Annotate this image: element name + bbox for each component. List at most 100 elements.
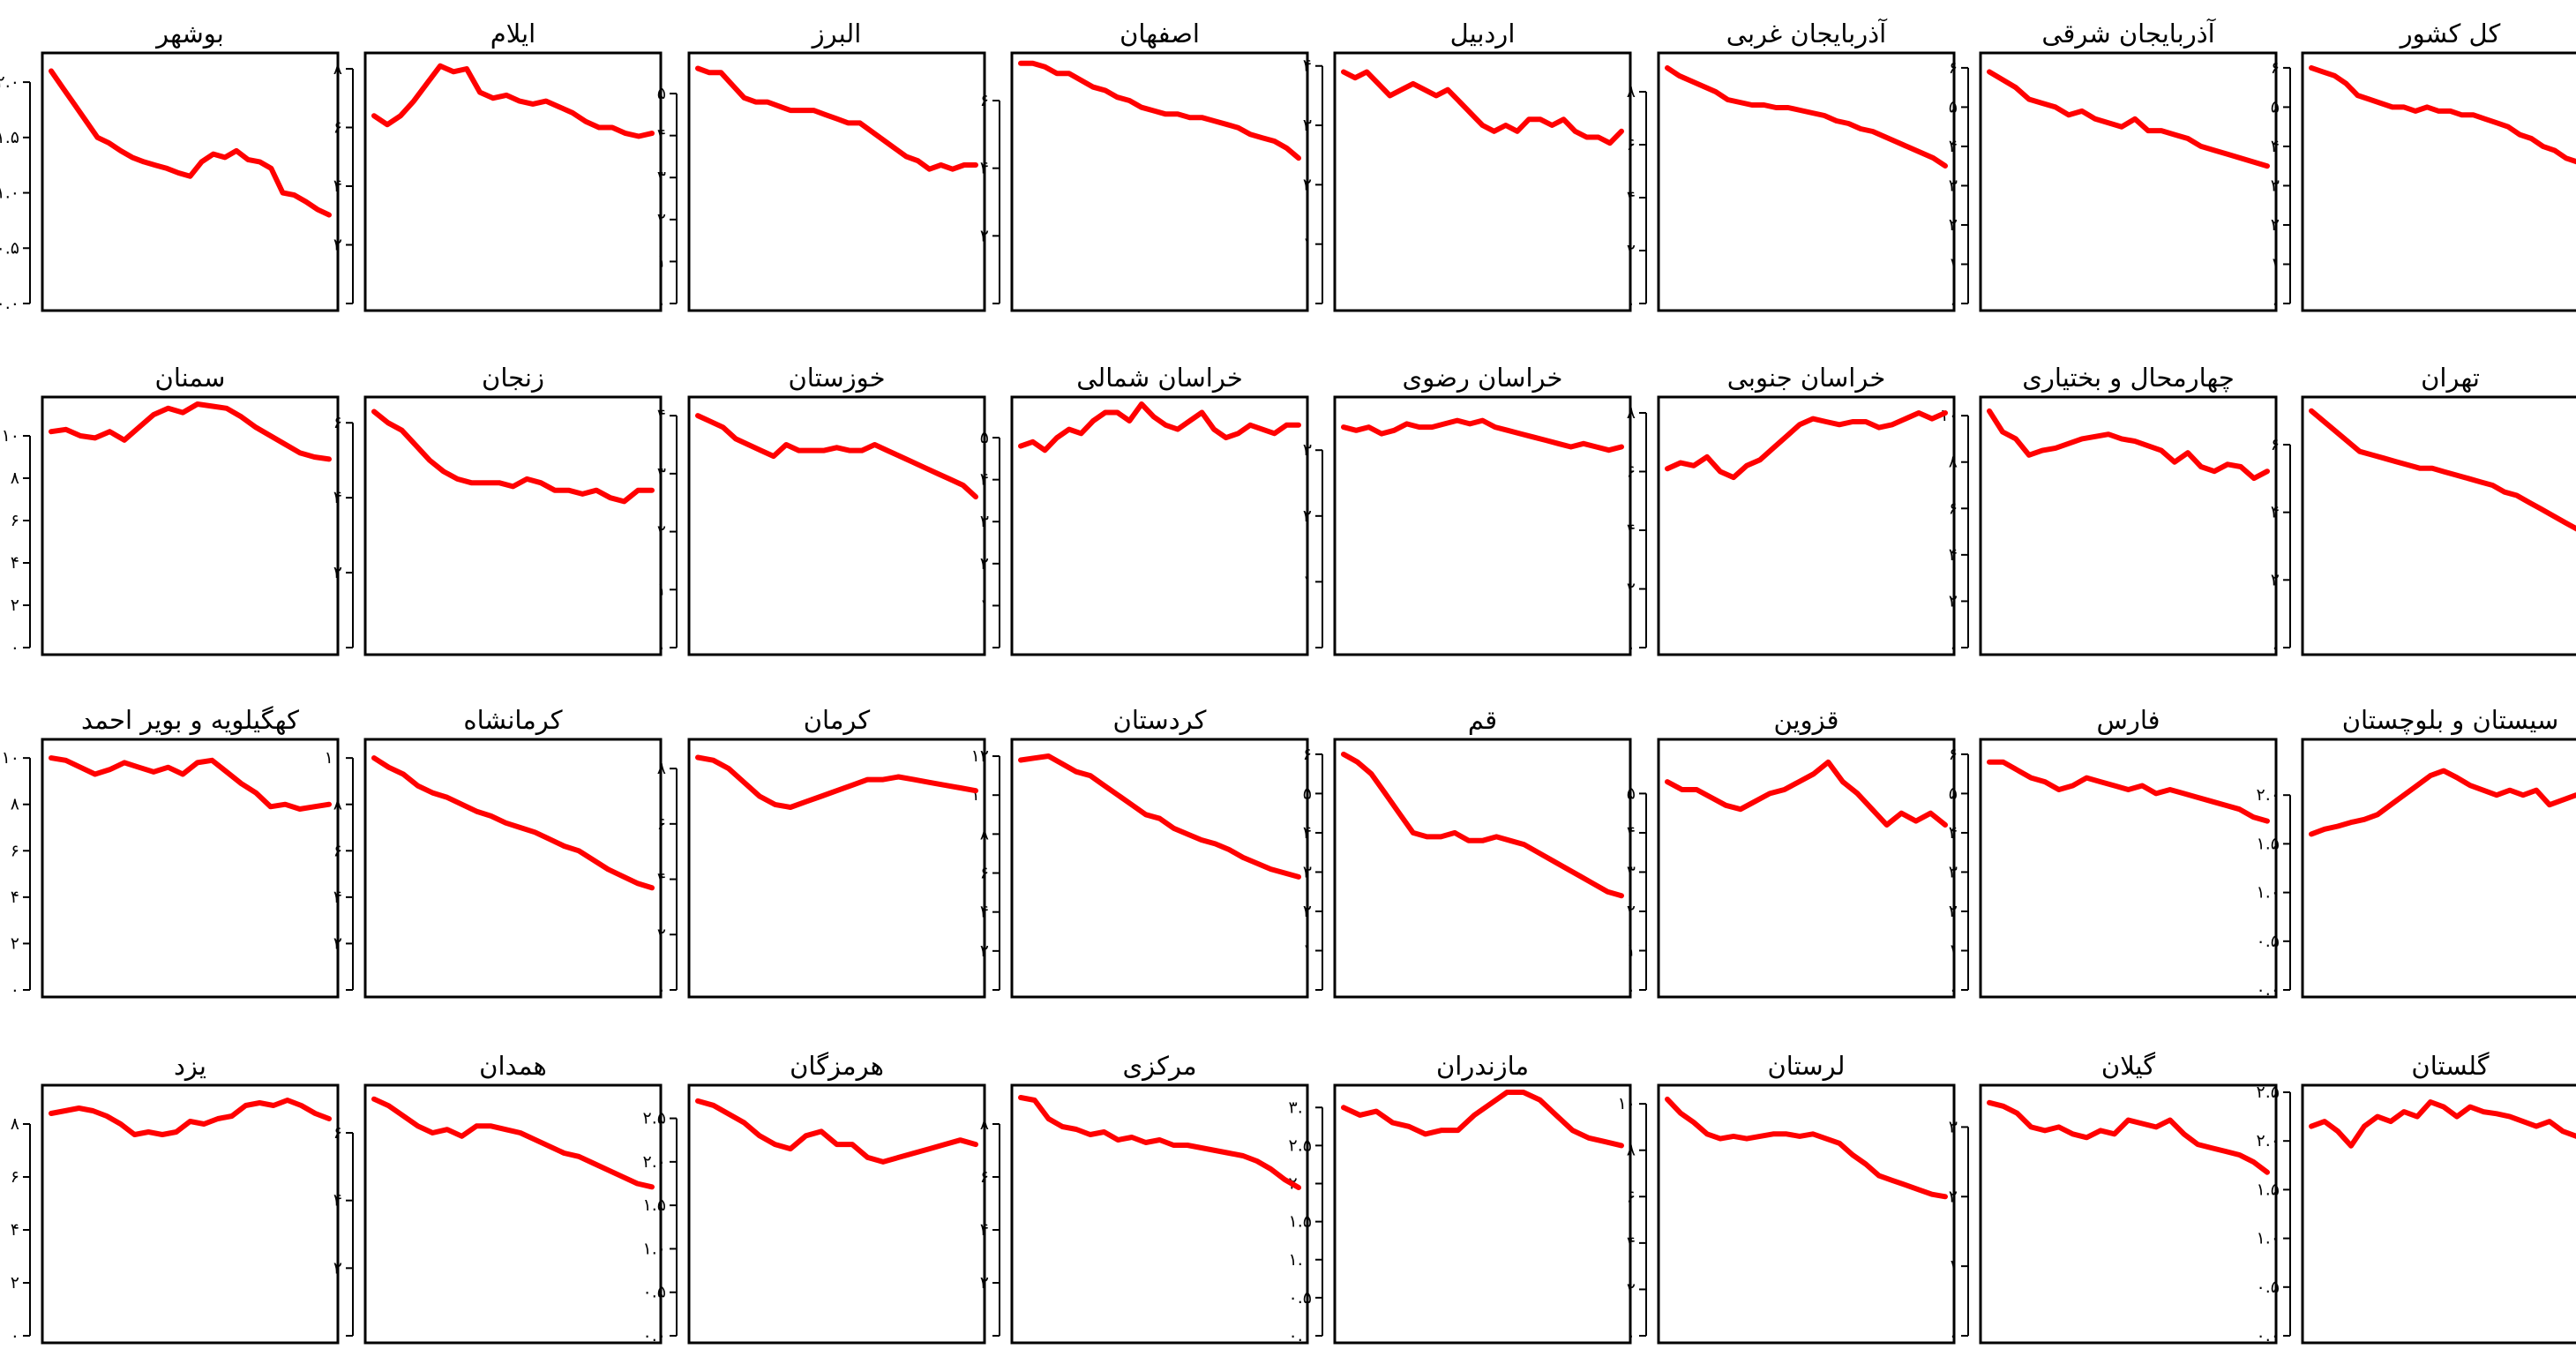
chart-title: اردبیل	[1450, 19, 1516, 49]
chart-title: قزوین	[1773, 705, 1838, 735]
series-line	[1341, 69, 1624, 146]
chart-title: گلستان	[2411, 1051, 2489, 1081]
series-line	[1018, 60, 1301, 161]
series-line	[49, 401, 332, 462]
y-tick-label: ۰.۰	[2257, 1326, 2280, 1345]
plot-frame	[41, 395, 340, 656]
y-tick-label: ۸	[11, 1114, 19, 1134]
plot-frame	[41, 51, 340, 312]
series-line	[1665, 410, 1948, 481]
chart-title: سمنان	[155, 363, 226, 393]
chart-panel: مازندران ۰.۰ ۰.۵ ۱.۰ ۱.۵ ۲.۰ ۲.۵ ۳.۰	[1289, 1051, 1632, 1345]
series-line	[371, 1096, 655, 1190]
chart-title: کل کشور	[2399, 19, 2501, 49]
y-tick-label: ۴	[11, 553, 19, 573]
y-tick-label: ۸	[11, 795, 19, 814]
y-tick-label: ۰	[11, 980, 19, 1000]
chart-panel: بوشهر ۰.۰ ۰.۵ ۱.۰ ۱.۵ ۲.۰	[0, 19, 340, 313]
y-tick-label: ۴	[11, 888, 19, 907]
y-tick-label: ۱۰	[1618, 1094, 1636, 1113]
plot-frame	[687, 1083, 986, 1345]
y-tick-label: ۳.۰	[1289, 1098, 1312, 1117]
y-tick-label: ۲.۵	[643, 1109, 666, 1128]
y-tick-label: ۰.۵	[2257, 932, 2280, 951]
plot-frame	[1979, 395, 2278, 656]
series-line	[1018, 1095, 1301, 1190]
chart-title: همدان	[479, 1051, 547, 1081]
series-line	[49, 68, 332, 218]
plot-frame	[1333, 1083, 1632, 1345]
y-tick-label: ۰.۰	[1289, 1326, 1312, 1345]
chart-title: بوشهر	[154, 19, 224, 49]
y-tick-label: ۶	[11, 511, 19, 530]
y-tick-label: ۲	[11, 596, 19, 615]
y-tick-label: ۰.۵	[643, 1283, 666, 1302]
plot-frame	[1010, 51, 1309, 312]
series-line	[695, 754, 978, 810]
chart-title: هرمزگان	[790, 1051, 884, 1081]
plot-frame	[1979, 51, 2278, 312]
plot-frame	[1657, 1083, 1956, 1345]
chart-title: مازندران	[1436, 1051, 1529, 1081]
y-tick-label: ۱۰	[2, 748, 19, 768]
y-tick-label: ۱۰	[325, 748, 342, 768]
series-line	[1987, 1099, 2270, 1175]
y-tick-label: ۱.۵	[643, 1195, 666, 1215]
plot-frame	[41, 738, 340, 999]
series-line	[1018, 753, 1301, 880]
series-line	[2309, 768, 2576, 837]
y-tick-label: ۱.۰	[2257, 883, 2280, 903]
y-tick-label: ۰.۵	[2257, 1278, 2280, 1297]
series-line	[1665, 759, 1948, 828]
chart-title: خراسان جنوبی	[1727, 363, 1886, 393]
plot-frame	[363, 738, 663, 999]
plot-frame	[2301, 1083, 2576, 1345]
y-tick-label: ۰.۵	[1289, 1288, 1312, 1308]
series-line	[49, 755, 332, 812]
y-tick-label: ۱.۵	[0, 128, 19, 147]
y-tick-label: ۶	[11, 841, 19, 860]
series-line	[371, 408, 655, 505]
chart-title: گیلان	[2101, 1051, 2155, 1081]
plot-frame	[1979, 1083, 2278, 1345]
plot-frame	[2301, 51, 2576, 312]
plot-frame	[2301, 738, 2576, 999]
chart-title: کرمان	[804, 705, 871, 735]
series-line	[371, 63, 655, 139]
chart-title: کردستان	[1113, 705, 1207, 735]
plot-frame	[363, 51, 663, 312]
y-tick-label: ۴	[11, 1220, 19, 1240]
chart-title: کرمانشاه	[463, 705, 562, 735]
plot-frame	[1657, 395, 1956, 656]
series-line	[2309, 1099, 2576, 1149]
plot-frame	[1333, 738, 1632, 999]
y-tick-label: ۱.۵	[1289, 1212, 1312, 1232]
series-line	[1987, 69, 2270, 169]
y-tick-label: ۱.۰	[643, 1239, 666, 1258]
plot-frame	[1333, 395, 1632, 656]
chart-title: مرکزی	[1122, 1051, 1196, 1081]
plot-frame	[1010, 738, 1309, 999]
y-tick-label: ۱.۰	[1289, 1250, 1312, 1270]
chart-panel: سیستان و بلوچستان ۰.۰ ۰.۵ ۱.۰ ۱.۵ ۲.۰	[2257, 705, 2576, 1000]
chart-title: لرستان	[1767, 1051, 1845, 1081]
y-tick-label: ۰.۵	[0, 238, 19, 258]
y-tick-label: ۲.۰	[2257, 1131, 2280, 1150]
